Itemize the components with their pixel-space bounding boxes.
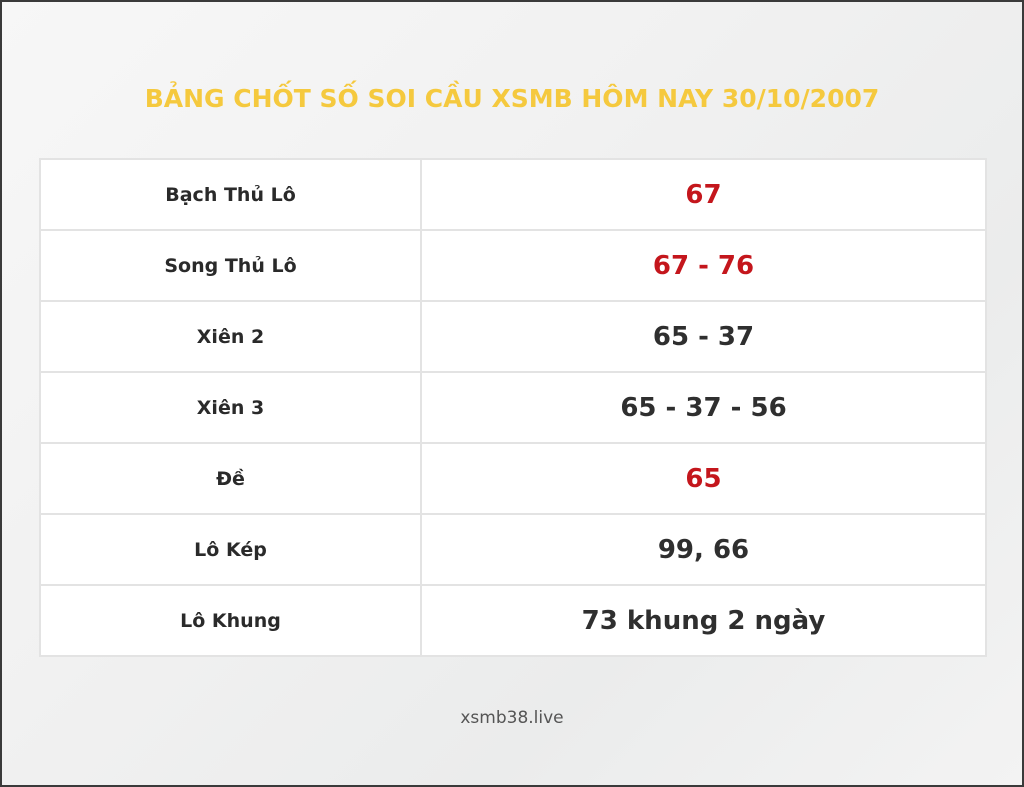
table-row: Song Thủ Lô 67 - 76 <box>39 229 987 302</box>
table-row: Lô Khung 73 khung 2 ngày <box>39 584 987 657</box>
table-row: Xiên 2 65 - 37 <box>39 300 987 373</box>
row-label: Lô Khung <box>39 584 422 657</box>
table-row: Đề 65 <box>39 442 987 515</box>
site-footer: xsmb38.live <box>460 708 564 728</box>
row-label: Lô Kép <box>39 513 422 586</box>
row-label: Xiên 3 <box>39 371 422 444</box>
row-label: Bạch Thủ Lô <box>39 158 422 231</box>
row-value: 67 - 76 <box>420 229 987 302</box>
row-value: 65 - 37 - 56 <box>420 371 987 444</box>
row-value: 99, 66 <box>420 513 987 586</box>
row-value: 65 <box>420 442 987 515</box>
page-title: BẢNG CHỐT SỐ SOI CẦU XSMB HÔM NAY 30/10/… <box>144 84 880 113</box>
row-label: Song Thủ Lô <box>39 229 422 302</box>
table-row: Bạch Thủ Lô 67 <box>39 158 987 231</box>
row-label: Xiên 2 <box>39 300 422 373</box>
row-label: Đề <box>39 442 422 515</box>
table-row: Xiên 3 65 - 37 - 56 <box>39 371 987 444</box>
row-value: 65 - 37 <box>420 300 987 373</box>
table-row: Lô Kép 99, 66 <box>39 513 987 586</box>
row-value: 73 khung 2 ngày <box>420 584 987 657</box>
row-value: 67 <box>420 158 987 231</box>
prediction-table: Bạch Thủ Lô 67 Song Thủ Lô 67 - 76 Xiên 2 65 … <box>39 158 987 657</box>
